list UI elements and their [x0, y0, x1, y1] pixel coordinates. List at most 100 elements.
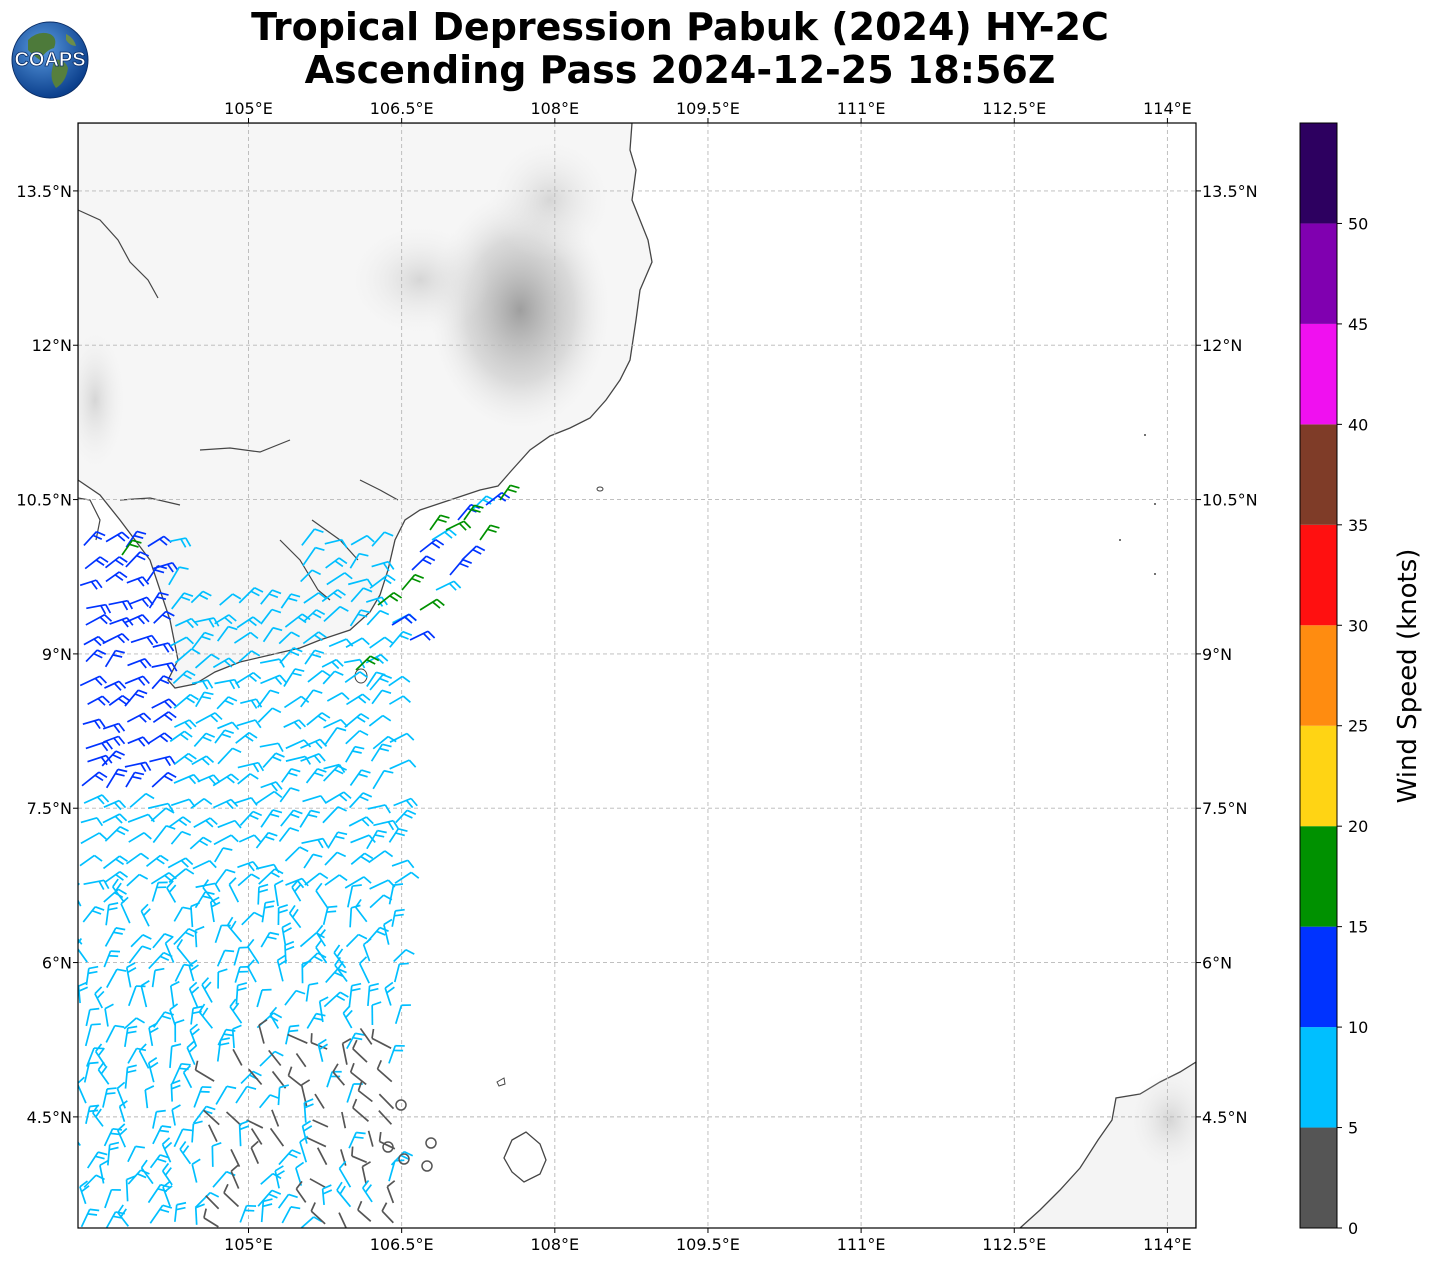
wind-barb	[306, 1012, 326, 1029]
wind-barb	[104, 1188, 121, 1209]
wind-barb	[346, 693, 371, 706]
lon-tick-label-bottom: 108°E	[530, 1235, 579, 1254]
wind-barb	[239, 1204, 257, 1223]
wind-barb	[123, 1017, 145, 1030]
wind-barb	[285, 739, 312, 750]
wind-barb	[348, 982, 362, 1008]
wind-barb	[362, 1179, 373, 1203]
wind-barb	[302, 546, 325, 567]
wind-barb	[302, 609, 326, 623]
wind-barb	[124, 761, 152, 773]
lon-tick-label-top: 111°E	[837, 99, 886, 118]
colorbar-bin	[1300, 223, 1337, 324]
wind-barb	[377, 591, 403, 606]
colorbar-bin	[1300, 323, 1337, 425]
wind-barb	[373, 819, 399, 831]
wind-barb	[152, 1125, 172, 1145]
wind-barb	[287, 1033, 308, 1044]
wind-barb	[151, 967, 165, 988]
wind-barb	[138, 1043, 150, 1069]
wind-barb	[258, 1094, 280, 1109]
wind-barb	[105, 902, 119, 926]
wind-barb	[213, 834, 239, 846]
wind-barb	[168, 566, 189, 586]
wind-barb	[388, 827, 408, 843]
wind-barb	[316, 1147, 328, 1166]
calm-wind-marker	[425, 1137, 437, 1149]
wind-barb	[262, 752, 285, 769]
wind-barb	[257, 707, 282, 723]
wind-barb	[190, 901, 201, 928]
wind-barb	[302, 794, 328, 805]
wind-barb	[338, 1160, 352, 1188]
wind-barb	[140, 980, 150, 1008]
wind-barb	[247, 959, 257, 983]
wind-barb	[304, 872, 329, 886]
wind-barb	[125, 551, 150, 568]
lon-tick-label-bottom: 106.5°E	[370, 1235, 434, 1254]
wind-barb	[299, 809, 321, 828]
wind-barb	[217, 819, 242, 829]
colorbar-tick-label: 20	[1348, 817, 1368, 836]
wind-barb	[367, 982, 379, 1007]
wind-barb	[307, 669, 331, 683]
wind-barb	[197, 774, 221, 785]
wind-barb	[345, 637, 370, 648]
wind-barb	[357, 1081, 373, 1103]
wind-barb	[376, 1059, 393, 1083]
wind-barb	[152, 824, 176, 844]
wind-barb	[389, 759, 417, 770]
wind-barb	[105, 768, 128, 789]
wind-barb	[118, 1100, 128, 1122]
wind-barb	[189, 1023, 200, 1047]
lon-tick-label-top: 114°E	[1143, 99, 1192, 118]
wind-barb	[314, 1093, 325, 1109]
wind-barb	[235, 1085, 257, 1104]
wind-barb	[80, 832, 107, 845]
wind-barb	[214, 729, 234, 744]
wind-barb	[349, 609, 371, 627]
wind-barb	[124, 689, 148, 707]
wind-barb	[215, 1085, 237, 1105]
wind-barb	[171, 1062, 191, 1085]
wind-barb	[235, 982, 248, 1005]
logo-text: COAPS	[14, 49, 85, 71]
wind-barb	[352, 1039, 368, 1063]
wind-barb	[105, 571, 128, 583]
wind-barb	[211, 1141, 222, 1167]
lon-tick-label-bottom: 112.5°E	[982, 1235, 1046, 1254]
wind-barb	[323, 718, 349, 729]
wind-barb	[127, 736, 150, 747]
wind-barb	[103, 735, 126, 747]
wind-barb	[147, 802, 174, 813]
wind-barb	[367, 1130, 374, 1147]
wind-barb	[191, 631, 214, 650]
wind-barb	[258, 1019, 268, 1044]
wind-barb	[126, 576, 150, 587]
wind-barb	[261, 900, 275, 923]
wind-barb	[378, 1131, 396, 1150]
wind-barb	[104, 825, 129, 842]
lat-tick-label-left: 4.5°N	[27, 1108, 72, 1127]
wind-barb	[192, 1105, 216, 1124]
wind-barb	[300, 1079, 311, 1107]
colorbar-label: Wind Speed (knots)	[1393, 549, 1423, 804]
wind-barb	[315, 939, 328, 964]
wind-barb	[84, 1023, 101, 1047]
wind-barb	[171, 1104, 181, 1126]
wind-barb	[281, 768, 301, 783]
wind-barb	[268, 1049, 282, 1067]
wind-barb	[189, 836, 212, 850]
wind-barb	[346, 1032, 365, 1050]
wind-barb	[401, 573, 424, 591]
wind-barb	[350, 852, 374, 865]
land-layer	[78, 123, 1196, 1228]
wind-barb	[278, 827, 300, 842]
wind-barb	[271, 1070, 287, 1089]
wind-barb	[236, 616, 262, 629]
wind-barb	[148, 951, 173, 970]
wind-barb	[341, 1037, 352, 1065]
wind-barb	[173, 1128, 193, 1148]
wind-barb	[291, 879, 302, 902]
lat-tick-label-right: 13.5°N	[1202, 182, 1258, 201]
